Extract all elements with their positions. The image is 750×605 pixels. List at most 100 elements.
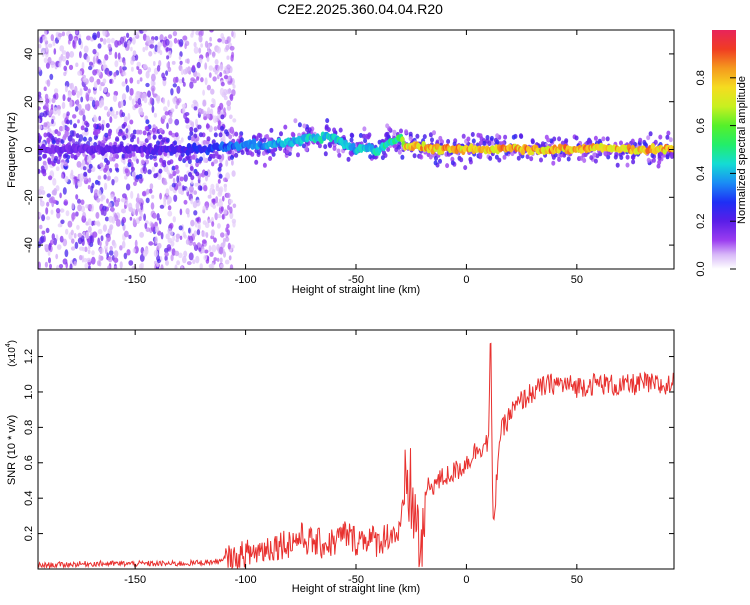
spectrogram-noise-cell	[223, 185, 227, 193]
spectrogram-band-cell	[511, 134, 516, 140]
spectrogram-noise-cell	[40, 47, 46, 55]
spectrogram-noise-cell	[101, 123, 105, 131]
spectrogram-noise-cell	[130, 55, 136, 62]
spectrogram-noise-cell	[191, 121, 195, 128]
spectrogram-noise-cell	[66, 111, 70, 116]
spectrogram-noise-cell	[151, 73, 156, 82]
spectrogram-noise-cell	[87, 204, 93, 210]
spectrogram-noise-cell	[73, 232, 77, 239]
spectrogram-noise-cell	[106, 170, 111, 176]
spectrogram-noise-cell	[149, 44, 155, 49]
spectrogram-band-cell	[205, 123, 210, 129]
spectrogram-noise-cell	[184, 43, 187, 50]
spectrogram-noise-cell	[62, 124, 66, 132]
spectrogram-noise-cell	[96, 78, 101, 85]
spectrogram-noise-cell	[144, 222, 148, 229]
spectrogram-band-cell	[261, 150, 266, 156]
spectrogram-noise-cell	[67, 135, 73, 142]
spectrogram-noise-cell	[140, 202, 144, 211]
spectrogram-noise-cell	[120, 198, 126, 203]
spectrogram-noise-cell	[82, 166, 87, 171]
spectrogram-noise-cell	[121, 112, 126, 118]
spectrogram-band-cell	[85, 122, 90, 128]
spectrogram-noise-cell	[203, 185, 208, 192]
spectrogram-band-cell	[648, 131, 653, 137]
spectrogram-band-cell	[201, 172, 206, 178]
spectrogram-noise-cell	[131, 98, 135, 106]
spectrogram-noise-cell	[159, 204, 165, 209]
spectrogram-band-cell	[445, 163, 450, 169]
spectrogram-noise-cell	[134, 239, 138, 248]
spectrogram-band-cell	[385, 123, 390, 129]
spectrogram-band-cell	[104, 132, 109, 138]
spectrogram-noise-cell	[80, 199, 85, 205]
spectrogram-noise-cell	[227, 204, 230, 211]
spectrogram-noise-cell	[199, 186, 203, 191]
spectrogram-band-cell	[93, 135, 98, 140]
spectrogram-noise-cell	[86, 165, 90, 170]
spectrogram-noise-cell	[81, 159, 86, 166]
spectrogram-noise-cell	[229, 126, 234, 134]
spectrogram-noise-cell	[207, 219, 212, 224]
spectrogram-noise-cell	[150, 222, 154, 228]
spectrogram-band-cell	[488, 155, 493, 161]
spectrogram-noise-cell	[58, 125, 64, 132]
spectrogram-band-cell	[272, 147, 277, 153]
spectrogram-noise-cell	[201, 230, 206, 237]
snr-y-tick-label: 0.2	[23, 526, 35, 541]
spectrogram-band-cell	[478, 133, 483, 139]
spectrogram-noise-cell	[136, 79, 140, 85]
spectrogram-noise-cell	[125, 85, 130, 93]
spectrogram-noise-cell	[119, 245, 123, 251]
spectrogram-band-cell	[560, 140, 565, 146]
spectrogram-noise-cell	[51, 119, 54, 124]
spectrogram-noise-cell	[165, 38, 170, 46]
spectrogram-band-cell	[131, 151, 136, 157]
spectrogram-noise-cell	[128, 95, 132, 101]
spectrogram-band-cell	[490, 141, 495, 147]
spectrogram-noise-cell	[153, 112, 157, 118]
spectrogram-noise-cell	[70, 246, 76, 251]
spectrogram-noise-cell	[181, 107, 186, 115]
spectrogram-noise-cell	[99, 247, 104, 254]
spectrogram-noise-cell	[87, 185, 91, 190]
spectrogram-noise-cell	[145, 197, 150, 204]
spectrogram-band-cell	[174, 132, 179, 138]
spectrogram-noise-cell	[55, 166, 60, 172]
spectrogram-noise-cell	[218, 187, 223, 195]
spectrogram-noise-cell	[80, 205, 86, 213]
spectrogram-noise-cell	[213, 126, 218, 131]
spectrogram-band-cell	[220, 125, 225, 131]
spectrogram-y-axis: -40 -20 0 20 40	[23, 48, 674, 253]
spectrogram-band-cell	[438, 158, 442, 164]
spectrogram-band-cell	[385, 131, 390, 137]
spectrogram-band-cell	[286, 145, 291, 151]
spectrogram-noise-cell	[102, 224, 107, 232]
spectrogram-band-cell	[459, 157, 464, 163]
spectrogram-noise-cell	[91, 256, 96, 265]
spectrogram-band-cell	[38, 156, 42, 162]
spectrogram-noise-cell	[113, 114, 118, 119]
spectrogram-noise-cell	[213, 237, 217, 243]
spectrogram-band-cell	[213, 132, 218, 138]
spectrogram-noise-cell	[97, 59, 101, 64]
spectrogram-band-cell	[297, 122, 302, 128]
spectrogram-noise-cell	[217, 38, 222, 43]
svg-text:(x104): (x104)	[5, 340, 18, 367]
spectrogram-noise-cell	[139, 231, 145, 238]
spectrogram-noise-cell	[68, 33, 73, 42]
spectrogram-noise-cell	[65, 210, 70, 217]
spectrogram-noise-cell	[130, 46, 133, 52]
spectrogram-noise-cell	[126, 32, 130, 38]
spectrogram-noise-cell	[176, 98, 180, 106]
spectrogram-noise-cell	[221, 213, 225, 220]
spectrogram-noise-cell	[65, 51, 70, 59]
spectrogram-band-cell	[589, 155, 594, 161]
spectrogram-noise-cell	[185, 239, 190, 245]
spectrogram-band-cell	[323, 144, 328, 150]
spectrogram-noise-cell	[44, 93, 49, 101]
spectrogram-noise-cell	[67, 220, 73, 228]
spectrogram-noise-cell	[180, 266, 184, 269]
spectrogram-band-cell	[373, 154, 378, 160]
spectrogram-noise-cell	[151, 87, 155, 96]
